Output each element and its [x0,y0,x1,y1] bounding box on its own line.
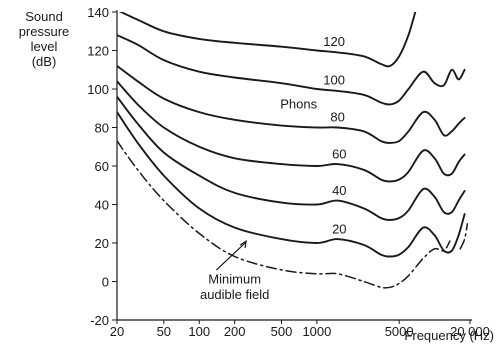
y-tick-label: 40 [95,198,109,213]
curve-label-120: 120 [323,34,345,49]
curve-20 [117,111,466,258]
x-tick-label: 20 000 [450,324,490,339]
curve-minimum-audible-field-upper-end [459,223,469,250]
y-tick-label: -20 [90,313,109,328]
y-tick-label: 0 [102,275,109,290]
annotation-arrow-line [216,241,247,271]
curve-label-20: 20 [332,222,346,237]
x-tick-label: 200 [224,324,246,339]
y-axis-label-line-1: Sound [25,9,63,24]
annotation-arrow-head [239,239,247,249]
x-axis-label: Frequency (Hz) [404,328,494,343]
x-tick-label: 500 [271,324,293,339]
y-tick-label: 120 [87,44,109,59]
y-axis-label-line-4: (dB) [31,54,57,69]
curve-label-80: 80 [330,110,344,125]
phons-label: Phons [280,96,317,111]
y-axis-label-line-3: level [30,39,58,54]
curve-minimum-audible-field [117,140,451,289]
x-tick-label: 5000 [385,324,414,339]
curve-label-bg [326,221,353,236]
annotation-line-1: Minimum [208,271,261,286]
x-tick-label: 50 [157,324,171,339]
curve-40 [117,95,466,221]
curve-label-bg [326,183,353,198]
curve-label-bg [324,109,351,124]
annotation-line-2: audible field [200,287,269,302]
y-axis-label: Sound pressure level (dB) [6,9,82,69]
curve-label-100: 100 [323,73,345,88]
x-tick-label: 1000 [302,324,331,339]
curve-100 [117,34,466,106]
curve-label-60: 60 [332,146,346,161]
curve-60 [117,80,466,183]
curve-label-bg [321,34,348,49]
curve-label-bg [326,146,353,161]
y-tick-label: 20 [95,236,109,251]
curve-120 [118,12,417,68]
curve-label-40: 40 [332,183,346,198]
y-tick-label: 60 [95,159,109,174]
x-tick-label: 100 [188,324,210,339]
y-tick-label: 100 [87,82,109,97]
y-tick-label: 80 [95,121,109,136]
y-tick-label: 140 [87,5,109,20]
y-axis-label-line-2: pressure [18,24,70,39]
x-tick-label: 20 [110,324,124,339]
curve-label-bg [321,72,348,87]
curve-80 [117,64,466,144]
